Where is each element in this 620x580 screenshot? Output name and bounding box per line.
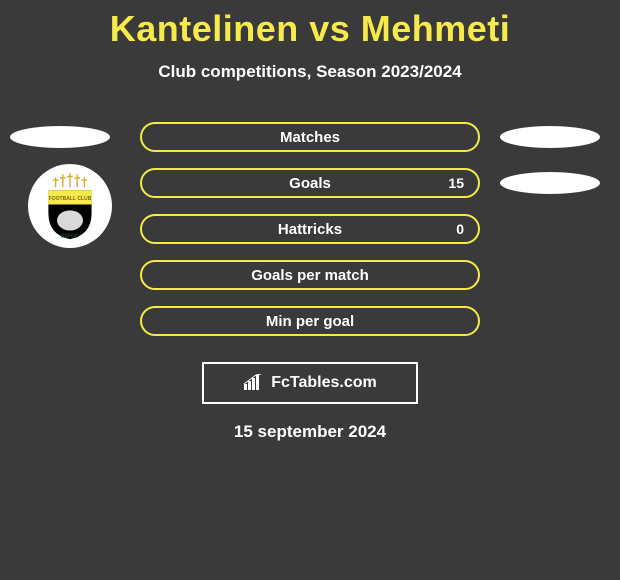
svg-text:FOOTBALL CLUB: FOOTBALL CLUB [49, 196, 92, 202]
stat-label: Goals [289, 175, 331, 192]
stat-pill: Goals 15 [140, 168, 480, 198]
page-title: Kantelinen vs Mehmeti [0, 0, 620, 50]
stat-row: Goals per match [0, 252, 620, 298]
stat-label: Goals per match [251, 267, 369, 284]
stats-rows: Matches [0, 114, 620, 344]
stat-pill: Hattricks 0 [140, 214, 480, 244]
right-value-oval [500, 172, 600, 194]
stat-row: Min per goal [0, 298, 620, 344]
stat-label: Hattricks [278, 221, 342, 238]
left-value-oval [10, 126, 110, 148]
stat-label: Min per goal [266, 313, 354, 330]
footer-date: 15 september 2024 [0, 422, 620, 442]
stat-pill: Goals per match [140, 260, 480, 290]
page-subtitle: Club competitions, Season 2023/2024 [0, 62, 620, 82]
watermark: FcTables.com [202, 362, 418, 404]
stat-row: Matches [0, 114, 620, 160]
right-value-oval [500, 126, 600, 148]
stat-row: FOOTBALL CLUB ESPOO Goals 15 [0, 160, 620, 206]
stat-row: Hattricks 0 [0, 206, 620, 252]
stat-label: Matches [280, 129, 340, 146]
stat-pill: Min per goal [140, 306, 480, 336]
watermark-text: FcTables.com [271, 374, 377, 392]
stat-pill: Matches [140, 122, 480, 152]
bar-chart-icon [243, 374, 265, 392]
stat-right-value: 0 [456, 221, 464, 237]
stat-right-value: 15 [448, 175, 464, 191]
